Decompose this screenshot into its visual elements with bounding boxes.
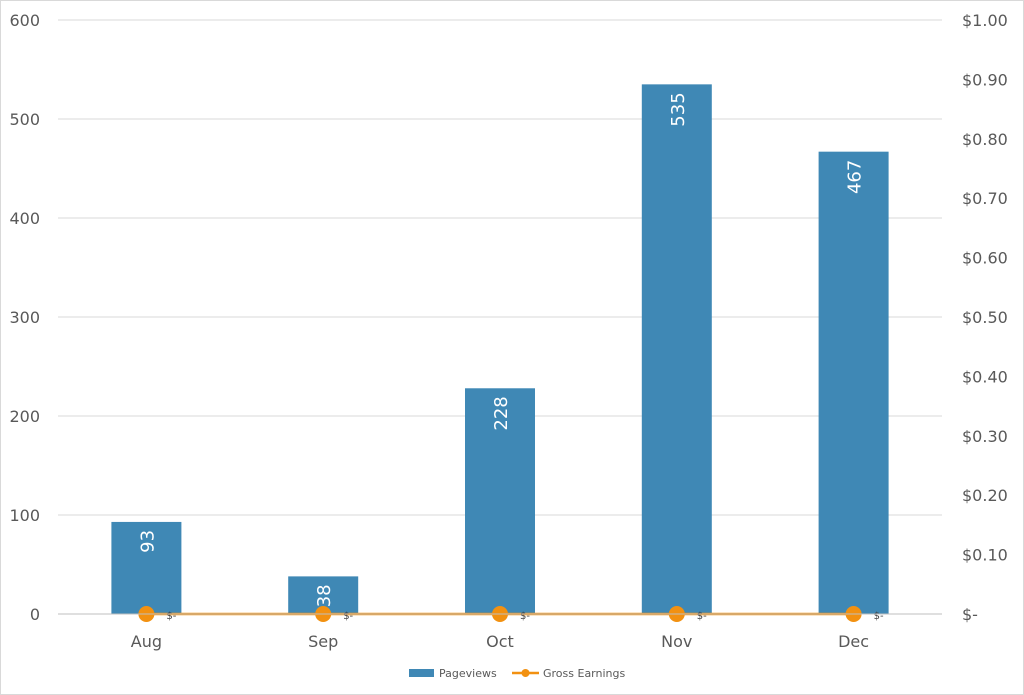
y-left-tick-label: 200 bbox=[9, 407, 40, 426]
x-axis: Aug Sep Oct Nov Dec bbox=[58, 613, 942, 651]
y-right-tick-label: $0.20 bbox=[962, 486, 1008, 505]
y-right-tick-label: $- bbox=[962, 605, 978, 624]
legend-swatch-pageviews bbox=[409, 669, 434, 677]
bar-data-label: 535 bbox=[668, 92, 689, 126]
earnings-data-label: $- bbox=[874, 611, 884, 622]
x-tick-label: Aug bbox=[131, 632, 162, 651]
legend-label-earnings: Gross Earnings bbox=[543, 667, 625, 680]
x-tick-label: Dec bbox=[838, 632, 869, 651]
earnings-data-label: $- bbox=[343, 611, 353, 622]
y-right-tick-label: $0.70 bbox=[962, 189, 1008, 208]
y-right-tick-label: $0.90 bbox=[962, 70, 1008, 89]
y-left-tick-label: 100 bbox=[9, 506, 40, 525]
x-tick-label: Sep bbox=[308, 632, 338, 651]
y-right-tick-label: $0.30 bbox=[962, 427, 1008, 446]
y-left-tick-label: 400 bbox=[9, 209, 40, 228]
bar-dec bbox=[818, 151, 889, 615]
gridlines bbox=[58, 19, 942, 516]
x-tick-label: Nov bbox=[661, 632, 692, 651]
bar-nov bbox=[641, 84, 712, 615]
y-right-tick-label: $0.50 bbox=[962, 308, 1008, 327]
y-right-tick-label: $0.40 bbox=[962, 367, 1008, 386]
y-axis-left: 0 100 200 300 400 500 600 bbox=[9, 11, 40, 624]
y-right-tick-label: $0.60 bbox=[962, 249, 1008, 268]
y-right-tick-label: $1.00 bbox=[962, 11, 1008, 30]
bar-aug bbox=[111, 521, 182, 614]
x-tick-label: Oct bbox=[486, 632, 514, 651]
y-left-tick-label: 300 bbox=[9, 308, 40, 327]
legend: Pageviews Gross Earnings bbox=[409, 667, 625, 680]
legend-label-pageviews: Pageviews bbox=[439, 667, 497, 680]
y-left-tick-label: 600 bbox=[9, 11, 40, 30]
y-axis-right: $- $0.10 $0.20 $0.30 $0.40 $0.50 $0.60 $0.70 $0.… bbox=[962, 11, 1008, 624]
earnings-data-label: $- bbox=[697, 611, 707, 622]
earnings-data-label: $- bbox=[520, 611, 530, 622]
bar-data-label: 38 bbox=[314, 584, 335, 607]
y-right-tick-label: $0.80 bbox=[962, 130, 1008, 149]
bar-data-label: 467 bbox=[845, 160, 866, 194]
bar-oct bbox=[465, 388, 535, 614]
earnings-data-label: $- bbox=[166, 611, 176, 622]
y-left-tick-label: 0 bbox=[30, 605, 40, 624]
bar-data-label: 228 bbox=[491, 396, 512, 430]
y-right-tick-label: $0.10 bbox=[962, 546, 1008, 565]
bar-data-label: 93 bbox=[137, 530, 158, 553]
y-left-tick-label: 500 bbox=[9, 110, 40, 129]
bars: 93 38 228 535 467 bbox=[111, 84, 889, 615]
legend-swatch-earnings-marker bbox=[521, 669, 530, 677]
